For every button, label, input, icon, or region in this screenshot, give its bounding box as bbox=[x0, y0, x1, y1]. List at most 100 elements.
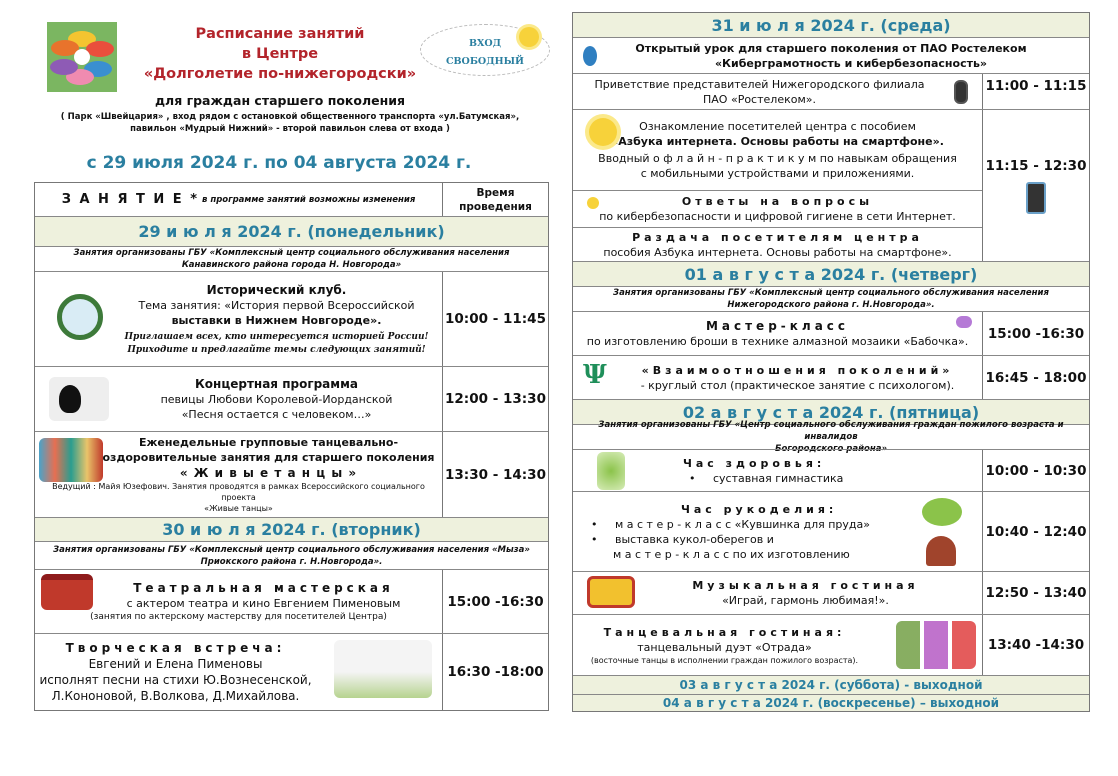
smartphone-icon bbox=[1026, 181, 1046, 214]
event-row: Час здоровья: • суставная гимнастика 10:… bbox=[573, 449, 1089, 491]
organizer: Занятия организованы ГБУ «Центр социальн… bbox=[598, 420, 1064, 442]
time-header: проведения bbox=[459, 200, 532, 213]
address-line: ( Парк «Швейцария» , вход рядом с остано… bbox=[60, 112, 520, 122]
day-header-fri: 02 а в г у с т а 2024 г. (пятница) bbox=[573, 399, 1089, 424]
free-entry-line: СВОБОДНЫЙ bbox=[445, 56, 525, 67]
event-title: Час здоровья: bbox=[683, 456, 826, 470]
butterfly-icon bbox=[956, 316, 972, 328]
day-header-thu: 01 а в г у с т а 2024 г. (четверг) bbox=[573, 261, 1089, 286]
address-line: павильон «Мудрый Нижний» - второй павиль… bbox=[130, 124, 450, 134]
event-time: 15:00 -16:30 bbox=[982, 312, 1089, 355]
theatre-curtain-icon bbox=[41, 574, 93, 610]
event-title: Театральная мастерская bbox=[133, 580, 394, 595]
yoga-tree-icon bbox=[597, 452, 625, 490]
event-row: Творческая встреча: Евгений и Елена Пиме… bbox=[35, 633, 548, 710]
title-line: в Центре bbox=[241, 46, 319, 62]
event-time: 10:00 - 10:30 bbox=[982, 450, 1089, 491]
event-title: Час рукоделия: bbox=[681, 502, 838, 516]
singers-photo bbox=[334, 640, 432, 698]
event-text: м а с т е р - к л а с с по их изготовлен… bbox=[613, 547, 850, 561]
event-time: 12:00 - 13:30 bbox=[442, 367, 548, 431]
day-header-mon: 29 и ю л я 2024 г. (понедельник) bbox=[35, 216, 548, 246]
organizer: Нижегородского района г. Н.Новгорода». bbox=[727, 300, 935, 310]
organizer: Занятия организованы ГБУ «Комплексный це… bbox=[53, 544, 530, 555]
doll-icon bbox=[926, 536, 956, 566]
event-row: Мастер-класс по изготовлению броши в тех… bbox=[573, 311, 1089, 355]
day-header-sun: 04 а в г у с т а 2024 г. (воскресенье) –… bbox=[573, 694, 1089, 711]
dancers-icon bbox=[896, 621, 976, 669]
event-text: Приветствие представителей Нижегородског… bbox=[594, 77, 925, 91]
event-title: «Киберграмотность и кибербезопасность» bbox=[714, 56, 988, 70]
event-text: выставка кукол-оберегов и bbox=[614, 532, 774, 546]
event-title: оздоровительные занятия для старшего пок… bbox=[102, 451, 435, 464]
event-title: Ответы на вопросы bbox=[681, 195, 874, 208]
event-text: танцевальный дуэт «Отрада» bbox=[637, 640, 812, 654]
accordion-icon bbox=[587, 576, 635, 608]
subtitle: для граждан старшего поколения bbox=[154, 93, 406, 108]
event-time: 10:40 - 12:40 bbox=[982, 492, 1089, 571]
sun-icon bbox=[519, 27, 539, 47]
event-time: 16:30 -18:00 bbox=[442, 634, 548, 710]
smartphone-icon bbox=[954, 80, 968, 104]
event-note: «Живые танцы» bbox=[204, 504, 273, 513]
dancers-icon bbox=[39, 438, 103, 482]
event-row: Час рукоделия: • м а с т е р - к л а с с… bbox=[573, 491, 1089, 571]
event-title: Открытый урок для старшего поколения от … bbox=[635, 41, 1027, 55]
event-text: Тема занятия: «История первой Всероссийс… bbox=[138, 298, 415, 312]
event-title: Исторический клуб. bbox=[206, 282, 347, 297]
event-title: Концертная программа bbox=[195, 377, 358, 391]
event-text: по изготовлению броши в технике алмазной… bbox=[586, 335, 969, 348]
event-time: 10:00 - 11:45 bbox=[442, 272, 548, 366]
organizer: Занятия организованы ГБУ «Комплексный це… bbox=[613, 288, 1049, 298]
event-time: 13:40 -14:30 bbox=[982, 615, 1089, 675]
event-row: Концертная программа певицы Любови Корол… bbox=[35, 366, 548, 431]
event-text: (занятия по актерскому мастерству для по… bbox=[90, 611, 387, 622]
event-title: Раздача посетителям центра bbox=[632, 230, 923, 244]
event-text: суставная гимнастика bbox=[712, 471, 844, 485]
event-title: Творческая встреча: bbox=[65, 641, 286, 655]
schedule-left: З А Н Я Т И Е * в программе занятий возмо… bbox=[34, 182, 549, 711]
singer-icon bbox=[49, 377, 109, 421]
event-text: исполнят песни на стихи Ю.Вознесенской, bbox=[39, 673, 312, 687]
event-title: Танцевальная гостиная: bbox=[603, 625, 846, 639]
sun-icon bbox=[587, 197, 599, 209]
date-range: с 29 июля 2024 г. по 04 августа 2024 г. bbox=[86, 153, 472, 173]
event-row: Ψ «Взаимоотношения поколений» - круглый … bbox=[573, 355, 1089, 399]
psi-icon: Ψ bbox=[583, 360, 607, 390]
event-note: Ведущий : Майя Юзефович. Занятия проводя… bbox=[52, 482, 425, 502]
event-title: Мастер-класс bbox=[705, 319, 850, 333]
day-header-sat: 03 а в г у с т а 2024 г. (суббота) - вых… bbox=[573, 675, 1089, 694]
rostelecom-logo-icon bbox=[583, 46, 597, 66]
event-text: с актером театра и кино Евгением Пименов… bbox=[126, 596, 401, 610]
event-text: «Песня остается с человеком…» bbox=[181, 408, 372, 421]
event-text: «Азбука интернета. Основы работы на смар… bbox=[611, 135, 944, 148]
event-title: « Ж и в ы е т а н ц ы » bbox=[179, 466, 358, 480]
event-row: Исторический клуб. Тема занятия: «Истори… bbox=[35, 271, 548, 366]
event-text: с мобильными устройствами и приложениями… bbox=[640, 167, 915, 180]
event-time: 11:15 - 12:30 bbox=[985, 157, 1087, 174]
day-header-tue: 30 и ю л я 2024 г. (вторник) bbox=[35, 517, 548, 541]
event-text: пособия Азбука интернета. Основы работы … bbox=[603, 245, 952, 259]
event-time: 12:50 - 13:40 bbox=[982, 572, 1089, 614]
event-text: по кибербезопасности и цифровой гигиене … bbox=[599, 210, 956, 223]
event-title: «Взаимоотношения поколений» bbox=[641, 363, 954, 377]
event-text: Ознакомление посетителей центра с пособи… bbox=[639, 120, 916, 133]
event-row: Танцевальная гостиная: танцевальный дуэт… bbox=[573, 614, 1089, 675]
event-text: певицы Любови Королевой-Иорданской bbox=[160, 393, 393, 406]
event-text: - круглый стол (практическое занятие с п… bbox=[640, 378, 955, 392]
title-line: «Долголетие по-нижегородски» bbox=[143, 66, 417, 82]
event-time: 11:00 - 11:15 bbox=[982, 74, 1089, 109]
event-time: 15:00 -16:30 bbox=[442, 570, 548, 633]
event-note: (восточные танцы в исполнении граждан по… bbox=[590, 655, 859, 665]
organizer: Занятия организованы ГБУ «Комплексный це… bbox=[73, 248, 510, 258]
wreath-emblem-icon bbox=[57, 294, 103, 340]
event-text: Л.Кононовой, В.Волкова, Д.Михайлова. bbox=[51, 689, 300, 703]
changes-note: в программе занятий возможны изменения bbox=[202, 194, 416, 205]
water-lily-icon bbox=[922, 498, 962, 526]
free-entry-badge: ВХОД СВОБОДНЫЙ bbox=[420, 24, 550, 76]
event-time: 13:30 - 14:30 bbox=[442, 432, 548, 517]
schedule-right: 31 и ю л я 2024 г. (среда) Открытый урок… bbox=[572, 12, 1090, 712]
free-entry-line: ВХОД bbox=[468, 38, 502, 49]
event-text: Евгений и Елена Пименовы bbox=[88, 657, 263, 671]
activity-header: З А Н Я Т И Е * bbox=[61, 192, 199, 207]
